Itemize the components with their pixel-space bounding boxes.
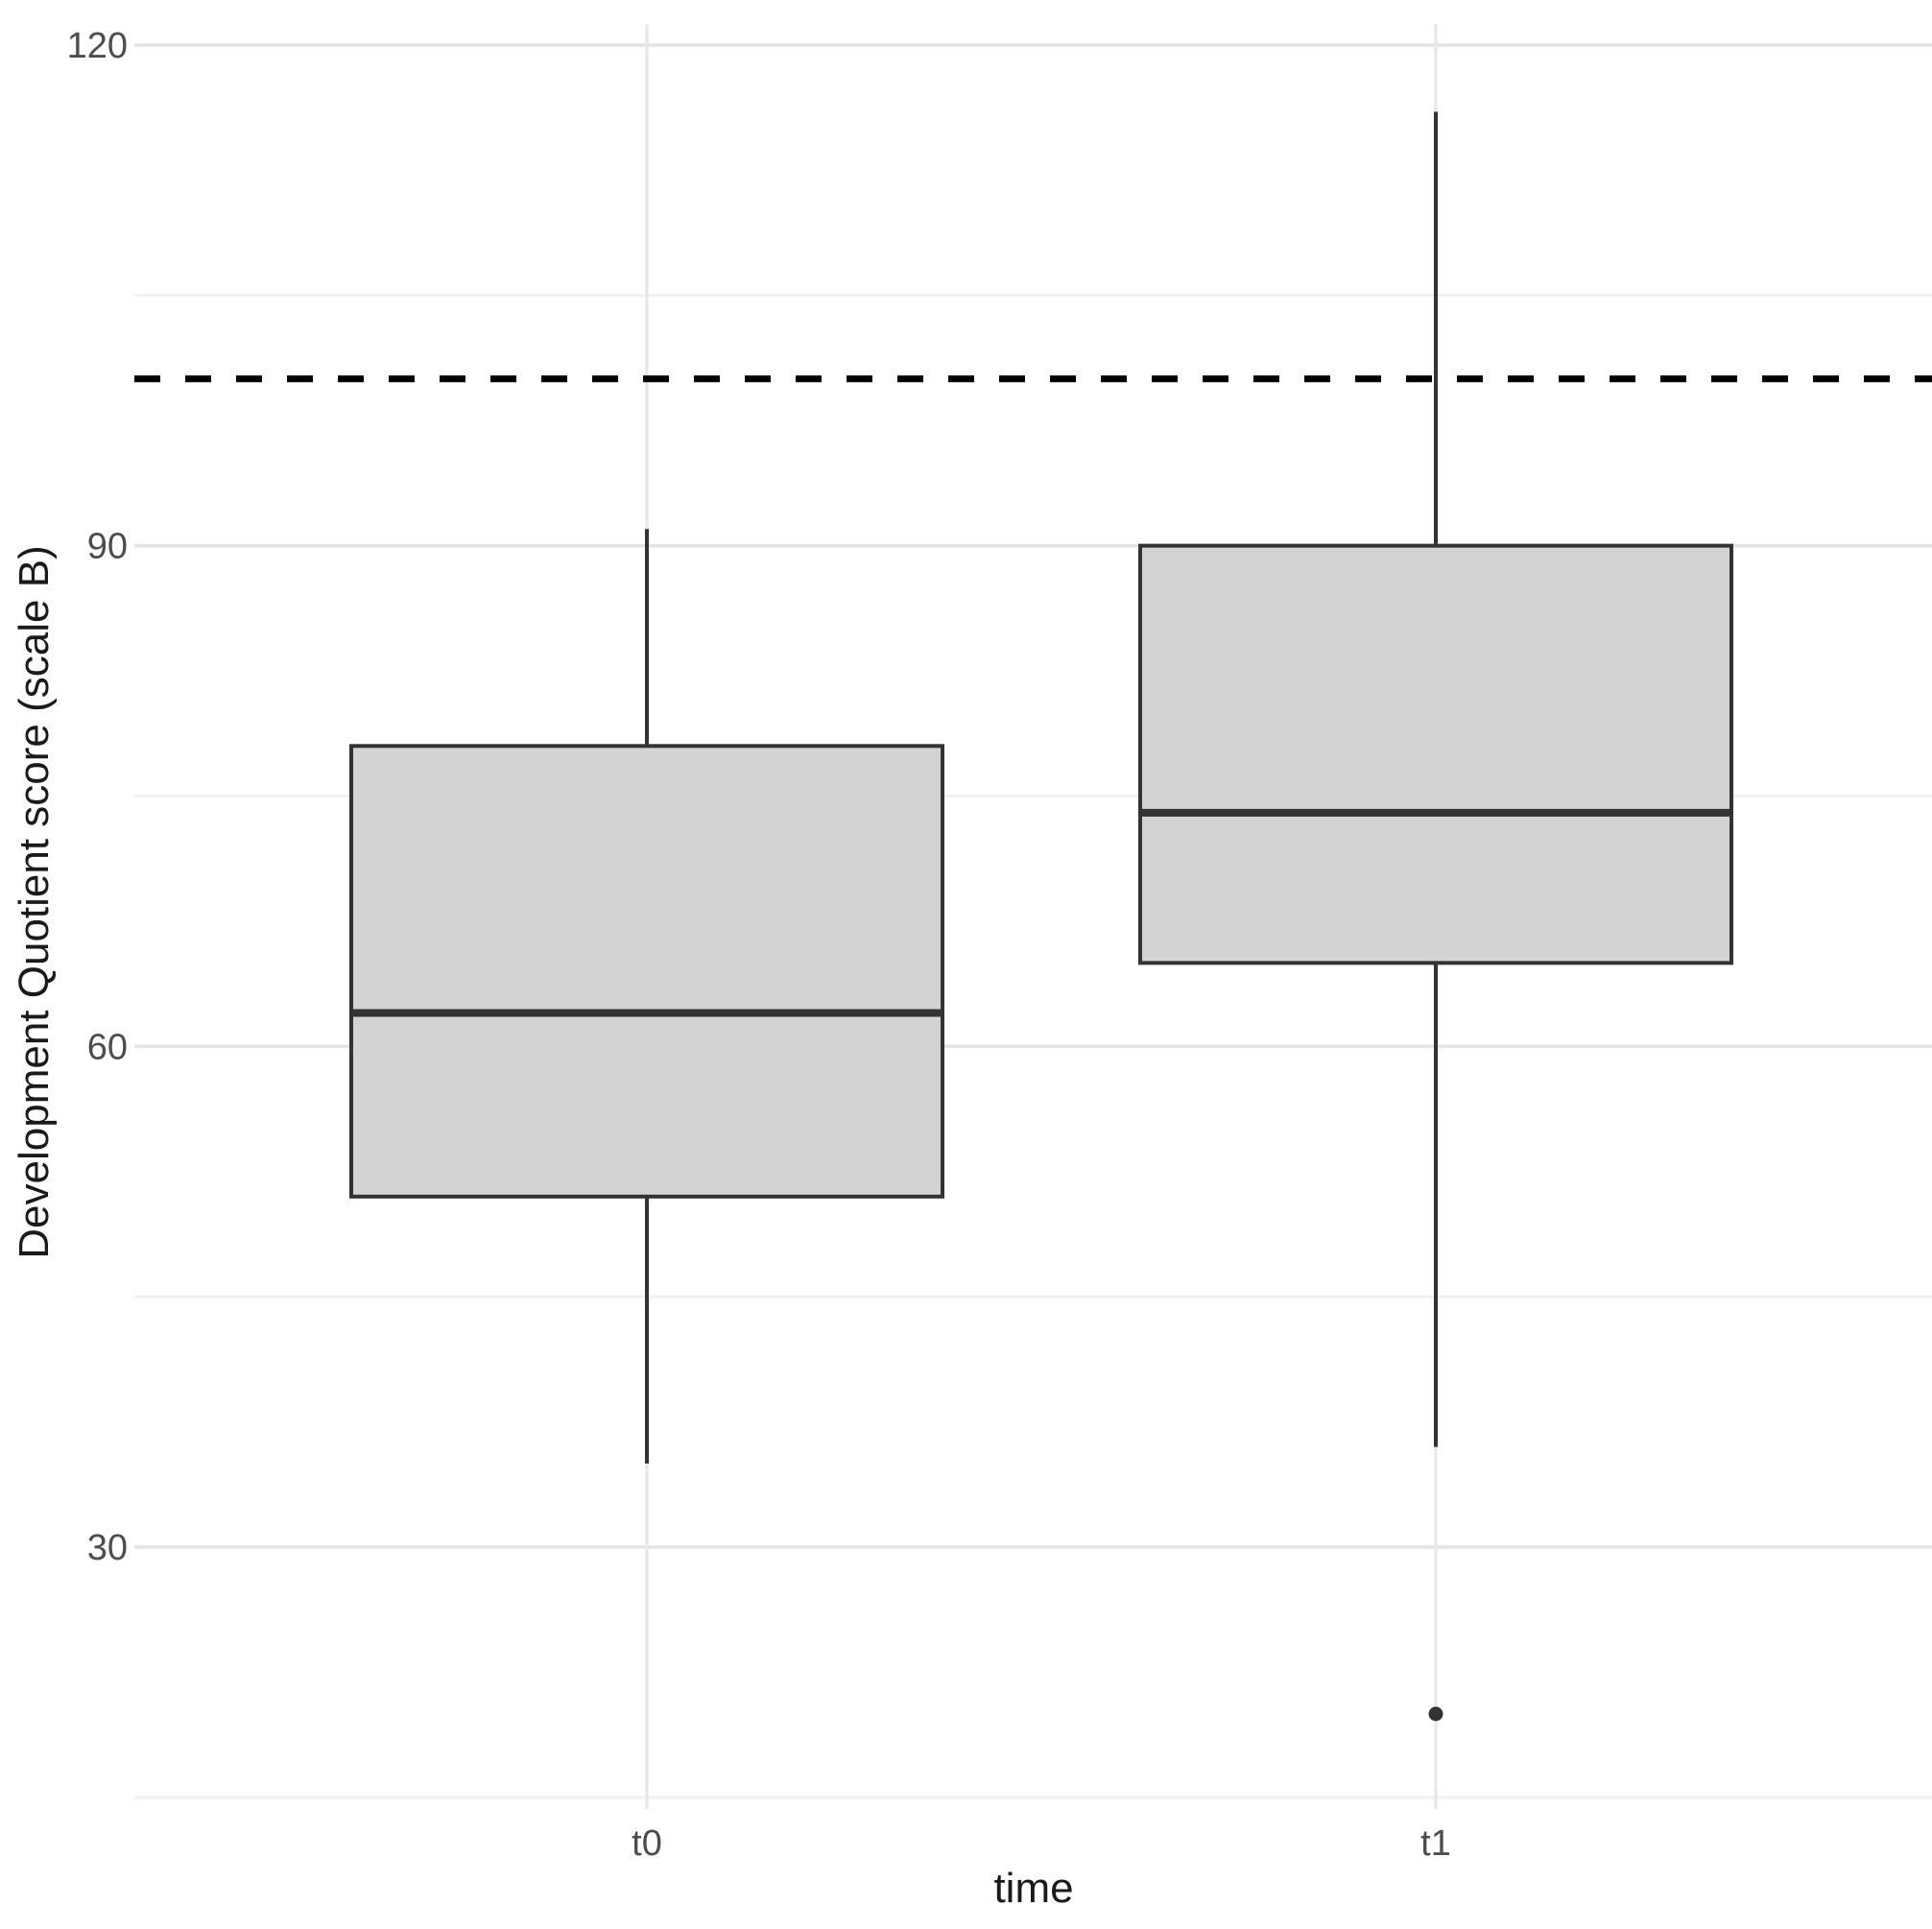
y-tick-label-120: 120	[67, 26, 128, 66]
y-tick-label-60: 60	[87, 1027, 128, 1067]
x-tick-label-t1: t1	[1420, 1823, 1451, 1864]
box-t1	[1138, 543, 1733, 965]
x-tick-label-t0: t0	[632, 1823, 662, 1864]
box-t0	[349, 744, 944, 1199]
x-axis-title: time	[993, 1865, 1074, 1912]
outlier-t1-0	[1428, 1706, 1443, 1722]
y-tick-label-30: 30	[87, 1528, 128, 1568]
y-axis-title: Development Quotient score (scale B)	[11, 545, 58, 1259]
y-tick-label-90: 90	[87, 527, 128, 567]
